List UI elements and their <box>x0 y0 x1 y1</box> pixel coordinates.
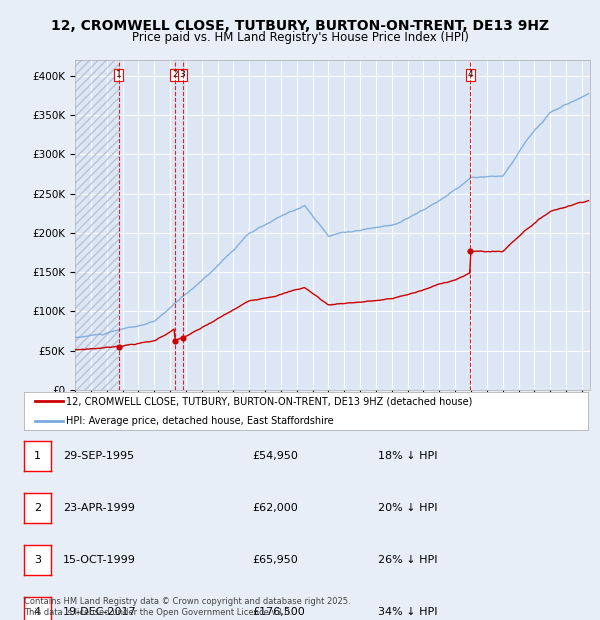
Text: HPI: Average price, detached house, East Staffordshire: HPI: Average price, detached house, East… <box>66 415 334 426</box>
Text: Contains HM Land Registry data © Crown copyright and database right 2025.
This d: Contains HM Land Registry data © Crown c… <box>24 598 350 617</box>
Text: 2: 2 <box>172 71 178 79</box>
Text: 1: 1 <box>116 71 121 79</box>
Text: 34% ↓ HPI: 34% ↓ HPI <box>378 607 437 617</box>
Text: 2: 2 <box>34 503 41 513</box>
Text: 4: 4 <box>34 607 41 617</box>
Text: £176,500: £176,500 <box>252 607 305 617</box>
Text: £62,000: £62,000 <box>252 503 298 513</box>
Point <box>178 333 187 343</box>
Text: 26% ↓ HPI: 26% ↓ HPI <box>378 555 437 565</box>
Bar <box>75 60 119 390</box>
Text: 4: 4 <box>467 71 473 79</box>
Text: 20% ↓ HPI: 20% ↓ HPI <box>378 503 437 513</box>
Text: 12, CROMWELL CLOSE, TUTBURY, BURTON-ON-TRENT, DE13 9HZ: 12, CROMWELL CLOSE, TUTBURY, BURTON-ON-T… <box>51 19 549 33</box>
Text: 12, CROMWELL CLOSE, TUTBURY, BURTON-ON-TRENT, DE13 9HZ (detached house): 12, CROMWELL CLOSE, TUTBURY, BURTON-ON-T… <box>66 396 473 407</box>
Text: 3: 3 <box>34 555 41 565</box>
Text: Price paid vs. HM Land Registry's House Price Index (HPI): Price paid vs. HM Land Registry's House … <box>131 31 469 44</box>
Text: 19-DEC-2017: 19-DEC-2017 <box>63 607 137 617</box>
Text: £54,950: £54,950 <box>252 451 298 461</box>
Text: 15-OCT-1999: 15-OCT-1999 <box>63 555 136 565</box>
Point <box>114 342 124 352</box>
Text: 29-SEP-1995: 29-SEP-1995 <box>63 451 134 461</box>
Text: 23-APR-1999: 23-APR-1999 <box>63 503 135 513</box>
Text: 3: 3 <box>179 71 185 79</box>
Point <box>466 246 475 256</box>
Text: 18% ↓ HPI: 18% ↓ HPI <box>378 451 437 461</box>
Text: £65,950: £65,950 <box>252 555 298 565</box>
Point <box>170 336 180 346</box>
Text: 1: 1 <box>34 451 41 461</box>
